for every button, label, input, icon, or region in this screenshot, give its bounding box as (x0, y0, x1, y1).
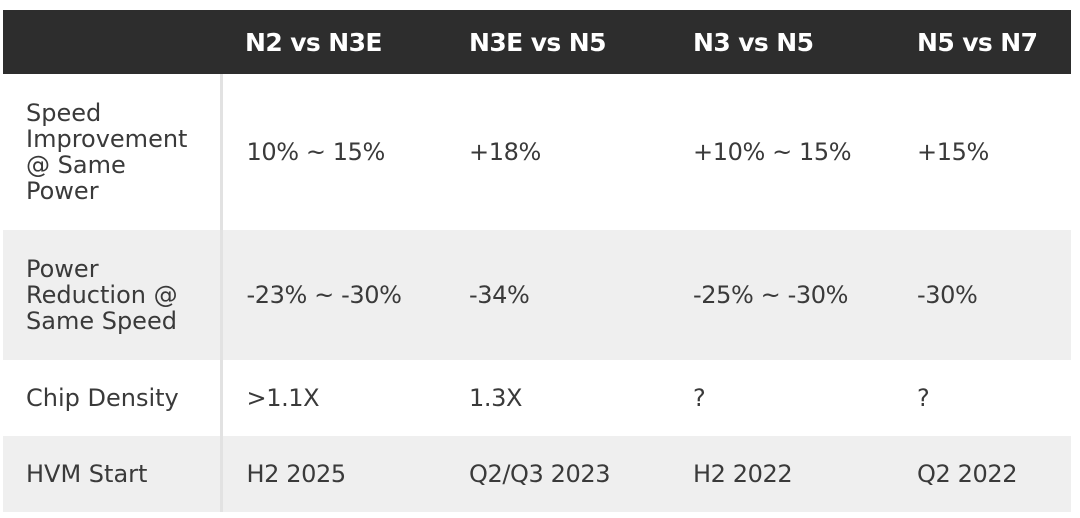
row-label-line: Chip Density (26, 384, 179, 412)
table-cell: >1.1X (246, 384, 320, 412)
table-cell: -34% (469, 281, 530, 309)
table-cell: 1.3X (469, 384, 523, 412)
row-label-speed-improvement: Speed Improvement @ Same Power (3, 74, 223, 230)
column-header-n3e-vs-n5: N3E vs N5 (469, 27, 607, 57)
header-corner (3, 10, 221, 74)
column-header-n2-vs-n3e: N2 vs N3E (245, 27, 383, 57)
row-label-line: Same Speed (26, 307, 177, 335)
row-label-line: Improvement (26, 125, 188, 153)
table-cell: ? (917, 384, 930, 412)
row-label-line: Power (26, 255, 99, 283)
row-label-line: Reduction @ (26, 281, 178, 309)
row-label-chip-density: Chip Density (3, 360, 223, 436)
row-label-line: @ Same (26, 151, 126, 179)
table-cell: +10% ~ 15% (693, 138, 852, 166)
table-cell: +15% (917, 138, 989, 166)
table-row-speed-improvement: Speed Improvement @ Same Power 10% ~ 15%… (3, 74, 1071, 230)
row-label-line: Power (26, 177, 99, 205)
table-header-row: N2 vs N3E N3E vs N5 N3 vs N5 N5 vs N7 (3, 10, 1071, 74)
table-cell: 10% ~ 15% (246, 138, 386, 166)
table-cell: H2 2025 (246, 460, 347, 488)
table-cell: Q2/Q3 2023 (469, 460, 611, 488)
table-row-power-reduction: Power Reduction @ Same Speed -23% ~ -30%… (3, 230, 1071, 360)
table-row-chip-density: Chip Density >1.1X 1.3X ? ? (3, 360, 1071, 436)
row-label-line: HVM Start (26, 460, 148, 488)
column-header-n5-vs-n7: N5 vs N7 (917, 27, 1038, 57)
table-cell: -25% ~ -30% (693, 281, 848, 309)
table-cell: +18% (469, 138, 541, 166)
table-cell: H2 2022 (693, 460, 793, 488)
row-label-hvm-start: HVM Start (3, 436, 223, 512)
table-cell: -23% ~ -30% (246, 281, 402, 309)
table-cell: -30% (917, 281, 978, 309)
table-row-hvm-start: HVM Start H2 2025 Q2/Q3 2023 H2 2022 Q2 … (3, 436, 1071, 512)
column-header-n3-vs-n5: N3 vs N5 (693, 27, 814, 57)
row-label-power-reduction: Power Reduction @ Same Speed (3, 230, 223, 360)
process-node-comparison-table: N2 vs N3E N3E vs N5 N3 vs N5 N5 vs N7 Sp… (3, 10, 1073, 512)
table-cell: ? (693, 384, 706, 412)
row-label-line: Speed (26, 99, 102, 127)
table-cell: Q2 2022 (917, 460, 1018, 488)
